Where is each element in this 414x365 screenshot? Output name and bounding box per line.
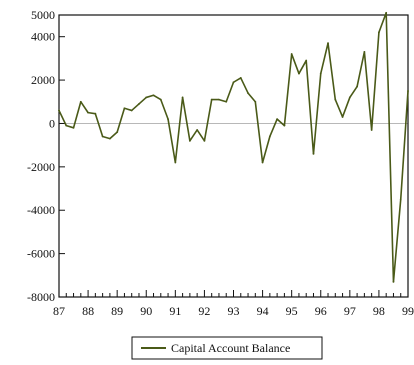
series-point — [247, 92, 249, 94]
series-point — [319, 72, 322, 75]
series-point — [334, 98, 337, 101]
series-point — [305, 59, 308, 62]
series-point — [225, 100, 228, 103]
series-point — [261, 161, 264, 164]
series-point — [203, 139, 206, 142]
x-tick-label: 93 — [228, 304, 240, 318]
series-point — [399, 198, 402, 201]
legend: Capital Account Balance — [131, 336, 323, 360]
x-tick-label: 91 — [169, 304, 181, 318]
series-point — [174, 161, 177, 164]
series-point — [378, 31, 380, 34]
series-point — [210, 98, 213, 101]
y-tick-label: -8000 — [27, 290, 55, 304]
y-tick-label: 4000 — [31, 30, 55, 44]
x-tick-label: 98 — [373, 304, 385, 318]
legend-box — [131, 336, 323, 360]
plot-frame — [58, 14, 409, 298]
x-tick-label: 99 — [402, 304, 414, 318]
series-point — [181, 96, 184, 99]
y-tick-label: -2000 — [27, 160, 55, 174]
x-tick-label: 96 — [315, 304, 327, 318]
series-point — [407, 90, 409, 92]
series-point — [290, 53, 293, 55]
y-tick-label: -4000 — [27, 203, 55, 217]
series-point — [94, 112, 97, 115]
series-point — [159, 98, 162, 101]
series-point — [79, 100, 82, 103]
y-tick-label: 2000 — [31, 73, 55, 87]
series-point — [254, 100, 257, 103]
x-tick-label: 90 — [140, 304, 152, 318]
y-tick-label: -6000 — [27, 247, 55, 261]
series-point — [363, 50, 366, 53]
series-point — [392, 280, 395, 283]
series-point — [87, 111, 89, 114]
series-point — [327, 42, 329, 45]
series-point — [116, 131, 119, 134]
series-point — [145, 96, 148, 99]
x-tick-label: 92 — [198, 304, 210, 318]
series-point — [65, 124, 68, 127]
series-point — [298, 72, 300, 75]
series-point — [72, 126, 75, 129]
y-tick-label: 5000 — [31, 8, 55, 22]
x-tick-label: 97 — [344, 304, 356, 318]
x-tick-label: 89 — [111, 304, 123, 318]
series-point — [188, 139, 191, 142]
series-point — [138, 103, 140, 105]
series-point — [167, 118, 169, 121]
legend-label: Capital Account Balance — [171, 341, 290, 355]
series-point — [232, 81, 235, 84]
series-point — [58, 109, 60, 112]
series-point — [218, 98, 220, 101]
series-point — [348, 96, 351, 99]
series-point — [283, 124, 286, 127]
series-point — [312, 152, 315, 155]
series-point — [239, 77, 242, 79]
x-tick-label: 95 — [286, 304, 298, 318]
series-point — [152, 94, 155, 97]
series-point — [196, 129, 199, 131]
series-point — [101, 135, 104, 138]
series-point — [356, 85, 358, 88]
series-point — [109, 137, 111, 140]
y-tick-label: 0 — [49, 116, 55, 130]
x-tick-label: 88 — [82, 304, 94, 318]
series-point — [385, 11, 388, 14]
series-point — [130, 109, 133, 112]
x-tick-label: 94 — [257, 304, 269, 318]
series-point — [276, 118, 279, 121]
series-point — [268, 135, 271, 138]
series-point — [370, 129, 373, 131]
x-tick-label: 87 — [53, 304, 65, 318]
series-point — [123, 107, 126, 110]
series-point — [341, 116, 344, 118]
